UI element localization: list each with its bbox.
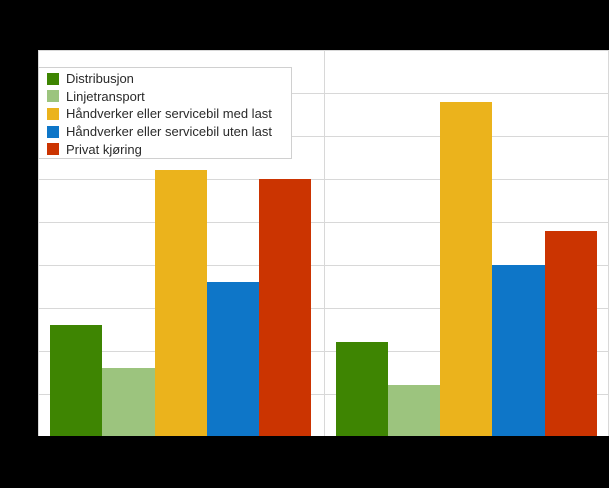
legend-label: Distribusjon xyxy=(66,71,134,87)
bar-handverker-eller-servicebil-uten-last-group1 xyxy=(206,282,260,437)
gridline-vertical xyxy=(38,50,39,437)
gridline-vertical xyxy=(323,50,325,437)
legend-label: Håndverker eller servicebil uten last xyxy=(66,124,272,140)
legend-label: Privat kjøring xyxy=(66,141,142,157)
bar-linjetransport-group2 xyxy=(387,385,441,437)
bar-handverker-eller-servicebil-med-last-group1 xyxy=(154,170,207,437)
legend-swatch-icon xyxy=(47,72,59,85)
bar-privat-kjoring-group1 xyxy=(259,179,312,437)
legend-item-distribusjon[interactable]: Distribusjon xyxy=(47,70,291,88)
bar-privat-kjoring-group2 xyxy=(544,230,597,437)
bar-linjetransport-group1 xyxy=(102,368,155,437)
bar-distribusjon-group1 xyxy=(50,325,103,437)
legend-item-linjetransport[interactable]: Linjetransport xyxy=(47,88,291,106)
legend-item-handverker-eller-servicebil-uten-last[interactable]: Håndverker eller servicebil uten last xyxy=(47,123,291,141)
bar-handverker-eller-servicebil-med-last-group2 xyxy=(440,101,493,437)
legend-label: Håndverker eller servicebil med last xyxy=(66,106,272,122)
x-axis-line xyxy=(38,436,609,437)
bar-distribusjon-group2 xyxy=(335,342,388,437)
legend-swatch-icon xyxy=(47,90,59,103)
legend: Distribusjon Linjetransport Håndverker ell… xyxy=(38,67,292,159)
plot-area: Distribusjon Linjetransport Håndverker ell… xyxy=(38,50,609,437)
legend-swatch-icon xyxy=(47,107,59,120)
legend-swatch-icon xyxy=(47,125,59,138)
legend-swatch-icon xyxy=(47,143,59,156)
legend-label: Linjetransport xyxy=(66,88,145,104)
bar-handverker-eller-servicebil-uten-last-group2 xyxy=(492,265,545,437)
legend-item-handverker-eller-servicebil-med-last[interactable]: Håndverker eller servicebil med last xyxy=(47,105,291,123)
legend-item-privat-kjoring[interactable]: Privat kjøring xyxy=(47,140,291,158)
